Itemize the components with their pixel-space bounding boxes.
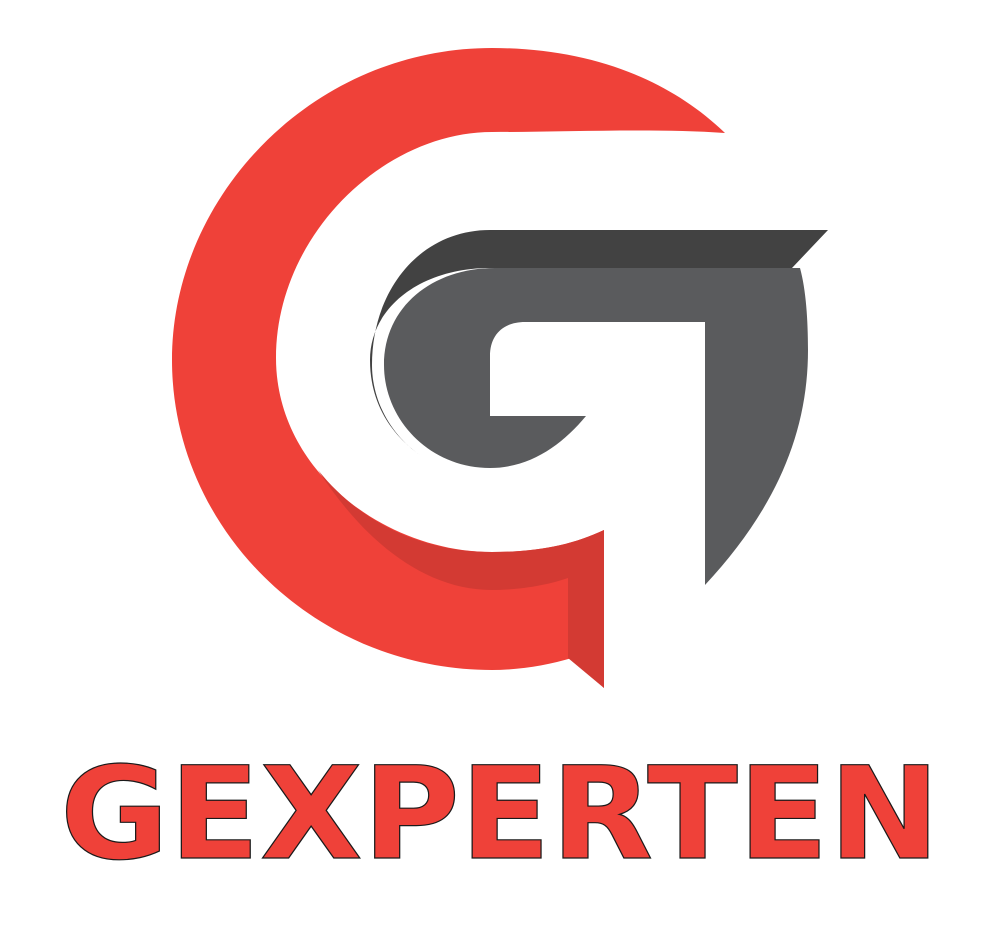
- logo-gray-top-bar: [370, 230, 828, 455]
- logo-gray-body: [384, 268, 808, 585]
- brand-wordmark: GEXPERTEN: [60, 740, 940, 889]
- logo-red-arc: [172, 48, 725, 688]
- logo-red-shadow: [318, 470, 604, 688]
- g-monogram-icon: [172, 48, 828, 688]
